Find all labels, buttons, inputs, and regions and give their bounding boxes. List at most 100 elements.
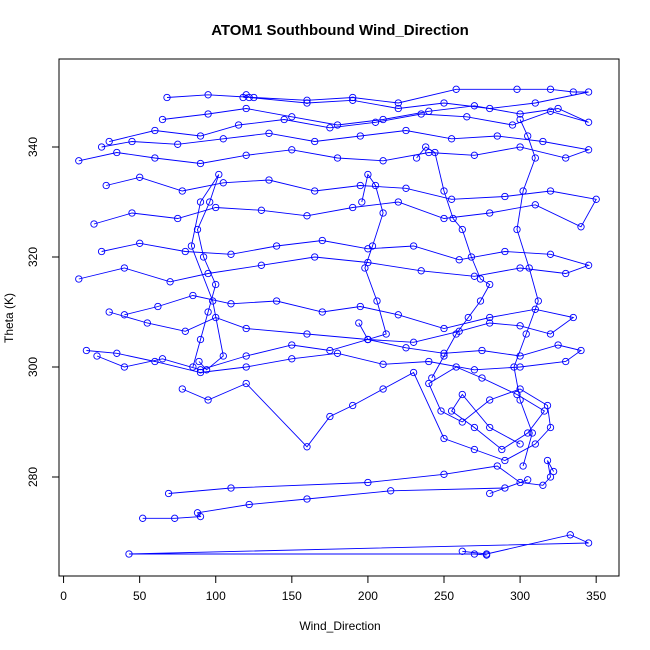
data-point bbox=[452, 330, 460, 338]
data-point bbox=[458, 418, 466, 426]
data-point bbox=[219, 135, 227, 143]
data-point bbox=[303, 330, 311, 338]
data-point bbox=[428, 374, 436, 382]
data-point bbox=[364, 170, 372, 179]
data-point bbox=[513, 390, 521, 399]
data-point bbox=[498, 445, 506, 454]
data-point bbox=[402, 344, 410, 352]
data-point bbox=[113, 349, 121, 357]
data-series bbox=[164, 456, 558, 498]
data-point bbox=[531, 154, 539, 162]
data-point bbox=[151, 357, 159, 366]
data-point bbox=[139, 514, 147, 522]
data-point bbox=[510, 363, 518, 371]
data-point bbox=[303, 212, 311, 220]
data-point bbox=[356, 181, 364, 190]
data-point bbox=[539, 137, 547, 146]
data-point bbox=[486, 209, 494, 217]
data-point bbox=[280, 115, 288, 124]
data-point bbox=[212, 280, 220, 289]
data-point bbox=[513, 225, 521, 234]
data-series bbox=[105, 291, 577, 346]
data-point bbox=[120, 264, 129, 272]
data-point bbox=[584, 118, 593, 126]
data-point bbox=[303, 99, 311, 107]
data-series bbox=[75, 236, 593, 286]
data-point bbox=[394, 198, 402, 206]
data-point bbox=[425, 357, 433, 366]
data-point bbox=[143, 319, 151, 327]
data-point bbox=[257, 206, 266, 214]
data-point bbox=[577, 223, 585, 231]
data-point bbox=[193, 225, 202, 234]
data-series bbox=[178, 363, 555, 465]
data-point bbox=[125, 550, 133, 558]
data-point bbox=[534, 297, 542, 305]
data-point bbox=[349, 93, 357, 102]
data-point bbox=[151, 154, 159, 162]
data-point bbox=[105, 308, 113, 316]
data-point bbox=[513, 85, 521, 93]
data-point bbox=[566, 531, 574, 539]
data-point bbox=[476, 275, 485, 283]
data-point bbox=[373, 297, 381, 305]
data-point bbox=[242, 352, 250, 360]
data-point bbox=[458, 547, 466, 555]
data-point bbox=[326, 346, 334, 355]
data-point bbox=[486, 489, 494, 498]
data-point bbox=[546, 423, 555, 432]
y-tick-label: 320 bbox=[26, 247, 40, 267]
data-point bbox=[265, 129, 273, 137]
data-point bbox=[569, 88, 577, 96]
data-point bbox=[265, 176, 273, 184]
data-point bbox=[257, 261, 266, 269]
data-point bbox=[333, 349, 342, 357]
data-point bbox=[97, 143, 106, 151]
data-point bbox=[584, 261, 593, 269]
data-point bbox=[250, 93, 258, 102]
x-tick-label: 100 bbox=[206, 589, 226, 603]
data-point bbox=[204, 308, 212, 316]
data-point bbox=[151, 126, 159, 135]
data-point bbox=[163, 93, 171, 102]
data-point bbox=[181, 327, 189, 335]
x-tick-label: 0 bbox=[60, 589, 67, 603]
data-point bbox=[209, 297, 217, 305]
data-point bbox=[440, 214, 448, 223]
data-point bbox=[333, 121, 342, 129]
data-point bbox=[196, 198, 205, 206]
data-point bbox=[524, 132, 532, 140]
chart-title: ATOM1 Southbound Wind_Direction bbox=[211, 22, 469, 39]
data-point bbox=[516, 143, 524, 151]
data-point bbox=[470, 272, 479, 280]
data-point bbox=[128, 137, 136, 146]
data-point bbox=[120, 363, 129, 371]
data-point bbox=[458, 390, 466, 399]
data-point bbox=[531, 99, 539, 107]
data-point bbox=[539, 481, 547, 489]
data-point bbox=[288, 355, 296, 363]
data-point bbox=[219, 179, 227, 187]
data-point bbox=[239, 93, 247, 102]
data-point bbox=[178, 187, 186, 195]
y-tick-label: 280 bbox=[26, 467, 40, 487]
x-axis: 0 50 100 150 200 250 300 350 bbox=[60, 575, 607, 603]
data-point bbox=[458, 225, 466, 234]
data-point bbox=[516, 110, 524, 118]
data-point bbox=[524, 429, 532, 437]
data-point bbox=[394, 104, 402, 113]
data-point bbox=[528, 429, 536, 437]
data-point bbox=[394, 99, 402, 107]
data-series bbox=[510, 115, 542, 470]
data-point bbox=[158, 355, 167, 363]
y-tick-label: 340 bbox=[26, 137, 40, 157]
data-point bbox=[531, 201, 539, 209]
data-point bbox=[93, 352, 101, 360]
data-point bbox=[584, 539, 593, 547]
data-series bbox=[90, 173, 600, 231]
data-point bbox=[447, 135, 456, 143]
data-point bbox=[470, 550, 479, 558]
data-point bbox=[482, 551, 491, 559]
data-point bbox=[501, 247, 509, 256]
data-point bbox=[478, 346, 486, 355]
